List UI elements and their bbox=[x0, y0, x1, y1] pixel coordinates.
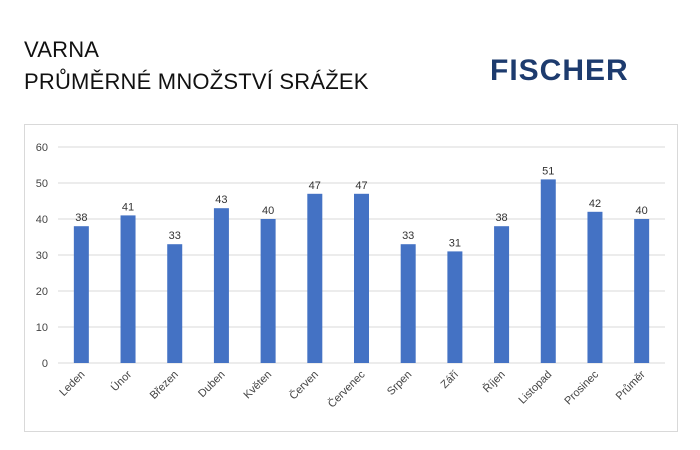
bar bbox=[447, 251, 463, 363]
fischer-logo: FISCHER bbox=[490, 54, 629, 87]
x-tick-label: Říjen bbox=[480, 368, 507, 395]
x-tick-label: Březen bbox=[148, 369, 181, 402]
bar bbox=[540, 179, 556, 363]
bar bbox=[307, 193, 323, 363]
x-tick-label: Červenec bbox=[325, 368, 368, 411]
x-tick-label: Únor bbox=[108, 368, 134, 394]
bar bbox=[213, 208, 229, 363]
bar bbox=[634, 219, 650, 363]
data-label: 41 bbox=[122, 201, 134, 213]
bar bbox=[354, 193, 369, 363]
x-tick-label: Srpen bbox=[385, 369, 414, 398]
bar bbox=[494, 226, 510, 363]
data-label: 31 bbox=[449, 237, 461, 249]
data-label: 40 bbox=[262, 205, 274, 217]
data-label: 38 bbox=[75, 212, 87, 224]
chart-title-city: VARNA bbox=[24, 37, 100, 62]
x-tick-label: Průměr bbox=[614, 368, 648, 402]
chart-frame: 0 10 20 30 40 50 60 38 Leden 41 Únor 33 Březen 43 Dube… bbox=[24, 124, 678, 432]
title-block: VARNA PRŮMĚRNÉ MNOŽSTVÍ SRÁŽEK bbox=[24, 34, 369, 98]
data-label: 33 bbox=[402, 230, 414, 242]
y-tick-label: 60 bbox=[36, 142, 48, 154]
y-tick-label: 0 bbox=[42, 358, 48, 370]
data-label: 40 bbox=[636, 205, 648, 217]
data-label: 42 bbox=[589, 198, 601, 210]
bar bbox=[400, 244, 416, 363]
bar bbox=[587, 211, 603, 363]
x-tick-label: Červen bbox=[287, 368, 321, 402]
bar bbox=[73, 226, 89, 363]
x-tick-label: Prosinec bbox=[562, 368, 601, 407]
data-label: 43 bbox=[215, 194, 227, 206]
data-label: 47 bbox=[309, 180, 321, 192]
bar bbox=[167, 244, 183, 363]
x-tick-label: Listopad bbox=[516, 369, 554, 407]
bar bbox=[120, 215, 136, 363]
x-tick-label: Leden bbox=[57, 369, 87, 399]
data-label: 38 bbox=[495, 212, 507, 224]
data-label: 33 bbox=[169, 230, 181, 242]
data-label: 47 bbox=[355, 180, 367, 192]
data-label: 51 bbox=[542, 165, 554, 177]
bar bbox=[260, 219, 276, 363]
y-tick-label: 30 bbox=[36, 250, 48, 262]
chart-title-subject: PRŮMĚRNÉ MNOŽSTVÍ SRÁŽEK bbox=[24, 69, 369, 94]
x-tick-label: Duben bbox=[196, 369, 227, 400]
y-tick-label: 20 bbox=[36, 286, 48, 298]
bar-chart: 0 10 20 30 40 50 60 38 Leden 41 Únor 33 Březen 43 Dube… bbox=[36, 142, 665, 411]
x-tick-label: Září bbox=[439, 369, 461, 391]
y-tick-label: 10 bbox=[36, 322, 48, 334]
x-tick-label: Květen bbox=[242, 369, 275, 402]
y-tick-label: 40 bbox=[36, 214, 48, 226]
y-tick-label: 50 bbox=[36, 178, 48, 190]
